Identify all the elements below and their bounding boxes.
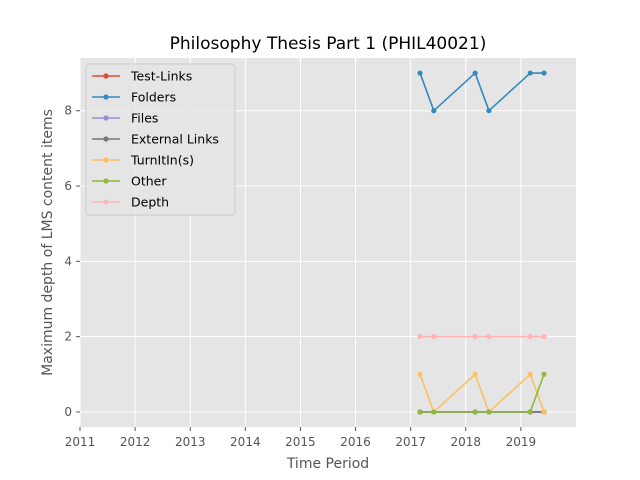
x-tick-label: 2014: [230, 435, 261, 449]
legend-label: External Links: [131, 132, 219, 147]
x-tick-label: 2018: [451, 435, 482, 449]
data-point: [527, 371, 533, 377]
data-point: [527, 70, 533, 76]
legend-swatch-marker: [103, 136, 109, 142]
data-point: [417, 409, 423, 415]
series-depth: [417, 334, 547, 340]
data-point: [541, 334, 547, 340]
y-tick-label: 2: [64, 330, 72, 344]
chart-title: Philosophy Thesis Part 1 (PHIL40021): [170, 34, 487, 54]
legend-label: Files: [131, 111, 158, 126]
legend-swatch-marker: [103, 115, 109, 121]
legend-swatch-marker: [103, 157, 109, 163]
axis-ticks: 2011 2012 2013 2014 2015 2016 2017 2018 2019 0 2 4 6…: [64, 104, 536, 449]
series-lines: [417, 70, 547, 415]
x-tick-label: 2016: [340, 435, 371, 449]
x-tick-label: 2019: [506, 435, 537, 449]
legend-box: [85, 63, 236, 216]
x-axis-title: Time Period: [286, 456, 369, 472]
legend-swatch-marker: [103, 199, 109, 205]
data-point: [431, 409, 437, 415]
y-axis-title: Maximum depth of LMS content items: [40, 109, 56, 376]
series-line: [419, 373, 545, 413]
legend-swatch-marker: [103, 94, 109, 100]
series-other: [417, 371, 547, 415]
legend-label: TurnItIn(s): [130, 153, 194, 168]
data-point: [527, 409, 533, 415]
x-tick-label: 2011: [65, 435, 96, 449]
data-point: [472, 371, 478, 377]
legend: Test-Links Folders Files External Links Turn…: [85, 63, 236, 216]
legend-label: Folders: [131, 90, 176, 105]
x-tick-label: 2015: [285, 435, 316, 449]
data-point: [431, 108, 437, 114]
data-point: [486, 409, 492, 415]
legend-label: Test-Links: [130, 69, 192, 84]
y-tick-label: 8: [64, 104, 72, 118]
x-tick-label: 2013: [175, 435, 206, 449]
x-tick-label: 2017: [395, 435, 426, 449]
data-point: [472, 409, 478, 415]
data-point: [417, 70, 423, 76]
legend-swatch-marker: [103, 178, 109, 184]
legend-label: Depth: [131, 195, 169, 210]
data-point: [431, 334, 437, 340]
data-point: [472, 334, 478, 340]
data-point: [472, 70, 478, 76]
data-point: [541, 371, 547, 377]
legend-swatch-marker: [103, 73, 109, 79]
y-tick-label: 0: [64, 405, 72, 419]
data-point: [541, 70, 547, 76]
data-point: [527, 334, 533, 340]
y-tick-label: 6: [64, 179, 72, 193]
data-point: [417, 371, 423, 377]
series-folders: [417, 70, 547, 114]
x-tick-label: 2012: [120, 435, 151, 449]
data-point: [417, 334, 423, 340]
data-point: [486, 108, 492, 114]
data-point: [541, 409, 547, 415]
data-point: [486, 334, 492, 340]
legend-label: Other: [131, 174, 167, 189]
y-tick-label: 4: [64, 254, 72, 268]
